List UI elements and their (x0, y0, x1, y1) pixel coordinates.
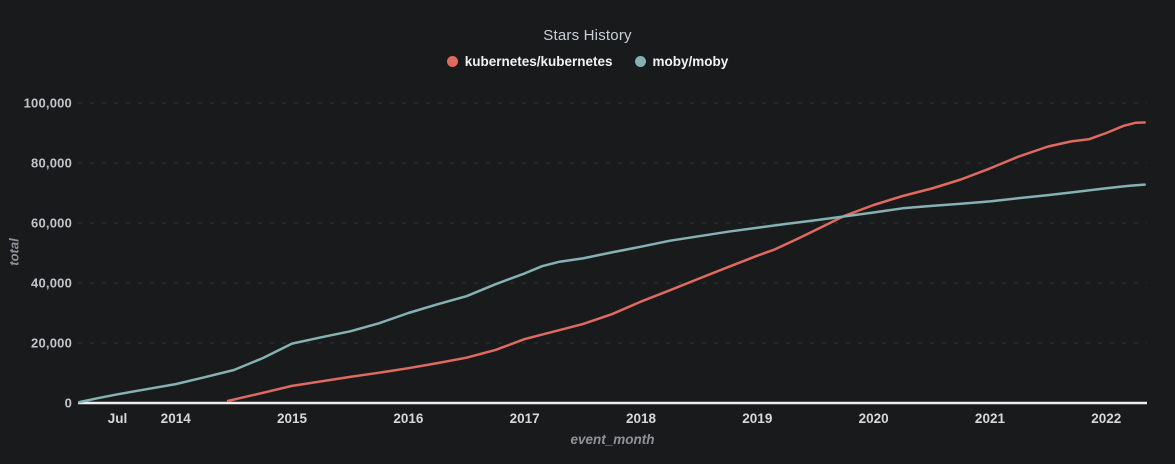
legend-item-moby[interactable]: moby/moby (634, 54, 729, 69)
x-tick-label: 2017 (509, 411, 540, 426)
y-tick-label: 60,000 (31, 215, 72, 231)
legend-item-kubernetes[interactable]: kubernetes/kubernetes (446, 54, 613, 69)
legend-label-kubernetes: kubernetes/kubernetes (464, 54, 613, 69)
legend: kubernetes/kubernetes moby/moby (0, 54, 1175, 69)
legend-label-moby: moby/moby (652, 54, 729, 69)
x-tick-label: 2015 (277, 411, 308, 426)
x-tick-label: 2020 (858, 411, 889, 426)
y-tick-label: 40,000 (31, 275, 72, 291)
y-tick-label: 80,000 (31, 155, 72, 171)
y-tick-label: 100,000 (23, 95, 72, 111)
x-tick-label: 2019 (742, 411, 773, 426)
x-axis-title: event_month (570, 432, 655, 447)
x-tick-label: Jul (107, 411, 128, 426)
x-tick-label: 2018 (625, 411, 657, 426)
x-tick-label: 2022 (1091, 411, 1122, 426)
legend-marker-moby-icon (634, 56, 646, 67)
y-tick-label: 20,000 (31, 335, 72, 351)
y-axis-title: total (6, 238, 22, 266)
x-tick-label: 2016 (393, 411, 424, 426)
chart-title: Stars History (543, 27, 632, 44)
x-tick-label: 2021 (974, 411, 1005, 426)
series-line-kubernetes[interactable] (226, 121, 1146, 403)
series-line-moby[interactable] (77, 183, 1146, 404)
y-tick-label: 0 (64, 395, 72, 411)
x-tick-label: 2014 (160, 411, 191, 426)
legend-marker-kubernetes-icon (446, 56, 458, 67)
